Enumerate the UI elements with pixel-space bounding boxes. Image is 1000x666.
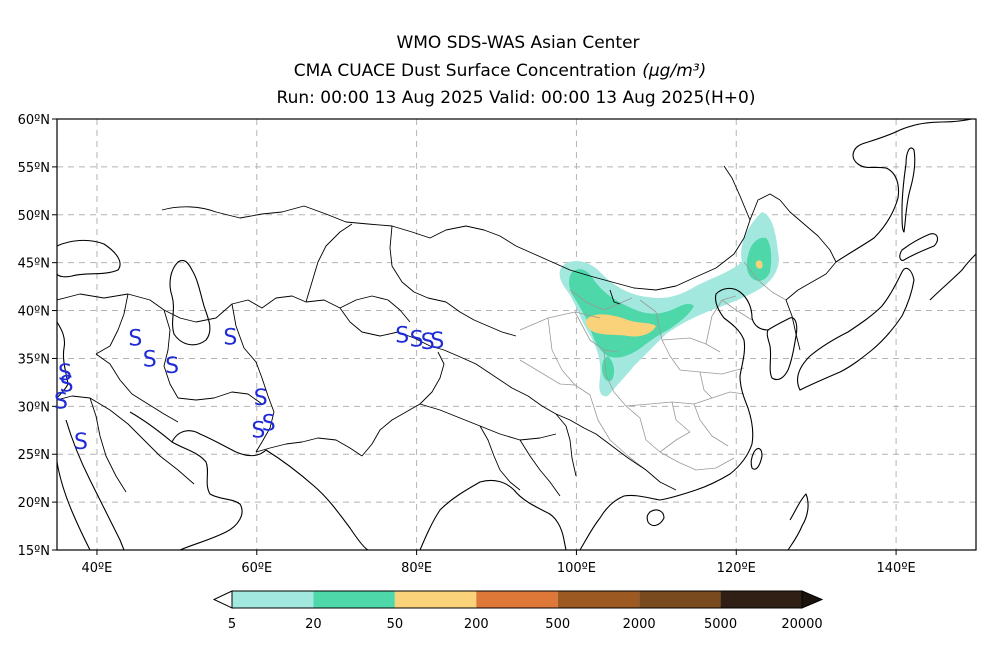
- lat-tick-label: 25ºN: [18, 448, 50, 463]
- map-frame: [56, 118, 977, 551]
- dust-storm-marker: S: [58, 361, 72, 386]
- legend-under-arrow: [212, 590, 233, 609]
- lat-tick-label: 45ºN: [18, 257, 50, 272]
- lon-tick-label: 100ºE: [557, 561, 596, 576]
- dust-storm-marker: S: [251, 418, 265, 443]
- lat-tick-label: 40ºN: [18, 305, 50, 320]
- title-line-1: WMO SDS-WAS Asian Center: [396, 33, 639, 53]
- dust-contour-20-east: [746, 237, 772, 281]
- title-line-2: CMA CUACE Dust Surface Concentration (μg/…: [294, 61, 706, 81]
- legend-label: 500: [545, 617, 570, 632]
- lon-tick-label: 120ºE: [717, 561, 756, 576]
- legend-frame: [231, 590, 803, 609]
- title-unit: (μg/m³): [642, 61, 706, 81]
- dust-storm-marker: S: [223, 325, 237, 350]
- graticule: [57, 119, 976, 550]
- dust-storm-marker: S: [430, 329, 444, 354]
- lon-tick-label: 60ºE: [241, 561, 272, 576]
- dust-contour-20: [569, 269, 694, 358]
- legend-label: 2000: [623, 617, 656, 632]
- legend-label: 50: [387, 617, 404, 632]
- title-line-3: Run: 00:00 13 Aug 2025 Valid: 00:00 13 A…: [277, 88, 756, 108]
- legend-swatch: [394, 591, 477, 608]
- legend-swatch: [232, 591, 314, 608]
- legend-swatch: [557, 591, 640, 608]
- dust-storm-marker: S: [254, 386, 268, 411]
- legend-swatch: [639, 591, 721, 608]
- dust-storm-marker: S: [410, 327, 424, 352]
- lat-tick-label: 60ºN: [18, 113, 50, 128]
- latitude-axis: 60ºN 55ºN 50ºN 45ºN 40ºN 35ºN 30ºN 25ºN 20ºN 15ºN: [18, 113, 57, 559]
- dust-storm-marker: S: [128, 326, 142, 351]
- lat-tick-label: 50ºN: [18, 209, 50, 224]
- dust-storm-marker: S: [262, 412, 276, 437]
- lon-tick-label: 140ºE: [877, 561, 916, 576]
- dust-contour-50-east: [755, 260, 763, 269]
- dust-storm-marker: S: [165, 354, 179, 379]
- coastlines: [57, 119, 976, 550]
- legend-swatch: [313, 591, 395, 608]
- title-text: CMA CUACE Dust Surface Concentration: [294, 61, 636, 81]
- province-boundaries: [519, 261, 787, 471]
- lat-tick-label: 35ºN: [18, 352, 50, 367]
- legend-label: 200: [464, 617, 489, 632]
- dust-storm-marker: S: [54, 390, 68, 415]
- dust-concentration-field: [559, 212, 779, 397]
- dust-contour-50: [586, 314, 656, 337]
- lon-tick-label: 40ºE: [82, 561, 113, 576]
- legend-over-arrow: [801, 590, 824, 609]
- lat-tick-label: 30ºN: [18, 400, 50, 415]
- lat-tick-label: 20ºN: [18, 496, 50, 511]
- dust-storm-marker: S: [143, 347, 157, 372]
- longitude-axis: 40ºE 60ºE 80ºE 100ºE 120ºE 140ºE: [82, 550, 916, 576]
- dust-storm-marker: S: [60, 372, 74, 397]
- legend-swatch: [476, 591, 558, 608]
- color-legend: 5 20 50 200 500 2000 5000 20000: [212, 590, 824, 632]
- legend-label: 5: [228, 617, 236, 632]
- legend-swatch: [720, 591, 802, 608]
- legend-label: 20000: [781, 617, 822, 632]
- dust-storm-marker: S: [395, 324, 409, 349]
- map-area: [57, 119, 976, 550]
- lat-tick-label: 55ºN: [18, 161, 50, 176]
- lat-tick-label: 15ºN: [18, 544, 50, 559]
- country-borders: [57, 165, 837, 497]
- legend-label: 20: [305, 617, 322, 632]
- dust-storm-marker: S: [74, 430, 88, 455]
- legend-label: 5000: [704, 617, 737, 632]
- dust-storm-marker: S: [421, 330, 435, 355]
- lon-tick-label: 80ºE: [401, 561, 432, 576]
